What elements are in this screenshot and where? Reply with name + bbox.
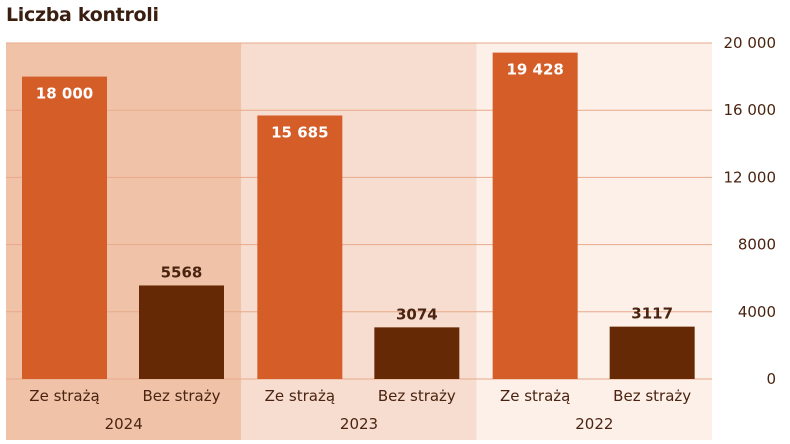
value-label: 15 685: [271, 123, 328, 141]
category-label: Bez straży: [143, 387, 221, 405]
category-label: Bez straży: [378, 387, 456, 405]
y-tick-label: 20 000: [724, 34, 777, 52]
category-label: Bez straży: [613, 387, 691, 405]
value-labels: 18 000 5568 15 685 3074 19 428 3117: [36, 61, 673, 324]
value-label: 3074: [396, 305, 438, 323]
bar: [257, 115, 343, 379]
y-tick-label: 4000: [738, 303, 776, 321]
bars: [22, 52, 695, 380]
category-label: Ze strażą: [265, 387, 335, 405]
bar: [139, 285, 224, 379]
value-label: 18 000: [36, 85, 93, 103]
bar: [374, 327, 460, 379]
value-label: 5568: [161, 263, 203, 281]
category-labels: Ze strażą Bez straży Ze strażą Bez straży Ze…: [29, 387, 691, 405]
group-backgrounds: [6, 43, 712, 440]
gridlines: [6, 42, 712, 380]
group-label: 2023: [340, 415, 378, 433]
y-tick-label: 16 000: [724, 101, 777, 119]
y-tick-label: 0: [766, 370, 776, 388]
value-label: 19 428: [506, 61, 563, 79]
y-axis-ticks: 0 4000 8000 12 000 16 000 20 000: [724, 34, 777, 388]
group-label: 2022: [575, 415, 613, 433]
y-tick-label: 8000: [738, 236, 776, 254]
y-tick-label: 12 000: [724, 168, 777, 186]
value-label: 3117: [631, 305, 673, 323]
bar: [492, 52, 578, 380]
bar: [609, 326, 695, 379]
group-labels: 2024 2023 2022: [105, 415, 614, 433]
chart-title: Liczba kontroli: [6, 4, 159, 26]
bar: [22, 76, 107, 379]
category-label: Ze strażą: [29, 387, 99, 405]
category-label: Ze strażą: [500, 387, 570, 405]
group-label: 2024: [105, 415, 143, 433]
